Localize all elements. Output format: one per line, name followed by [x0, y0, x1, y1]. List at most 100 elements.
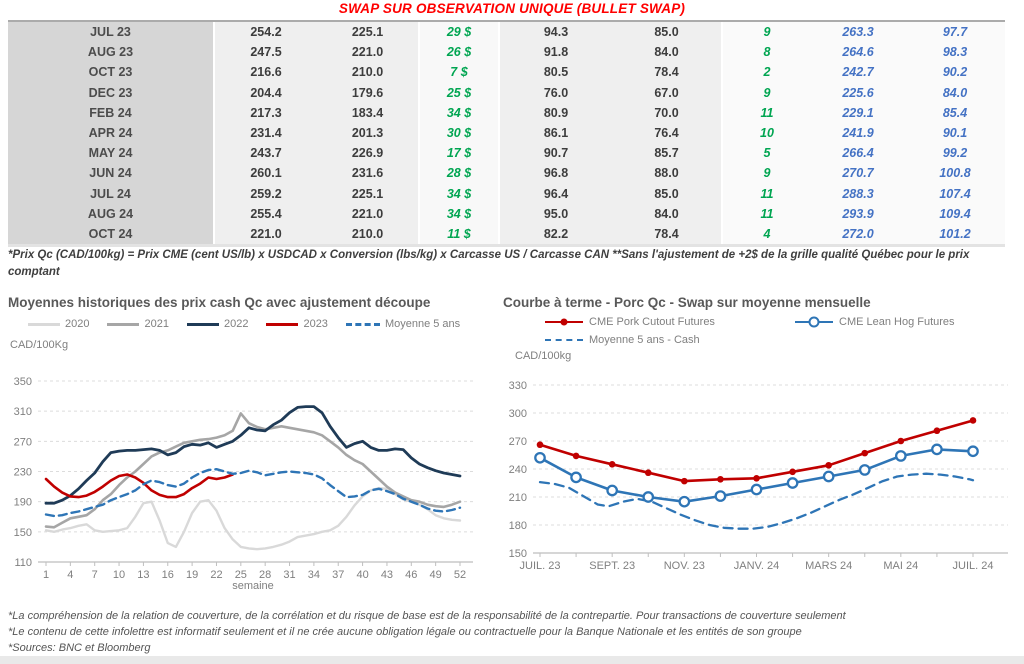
legend-item-2020: 2020 [28, 318, 89, 330]
svg-text:MARS 24: MARS 24 [805, 560, 852, 572]
value-cell: 96.4 [500, 183, 612, 204]
value-cell: 266.4 [811, 143, 905, 164]
value-cell: 210.0 [317, 62, 420, 83]
value-cell: 231.6 [317, 163, 420, 184]
svg-text:34: 34 [308, 569, 320, 581]
dashed-line-swatch-icon [345, 322, 380, 326]
value-cell: 201.3 [317, 122, 420, 144]
legend-label: Moyenne 5 ans [384, 318, 461, 330]
value-cell: 78.4 [612, 62, 723, 83]
value-cell: 17 $ [420, 143, 500, 164]
legend-label: 2023 [303, 318, 328, 330]
legend-row: CME Pork Cutout Futures CME Lean Hog Fut… [545, 316, 1023, 328]
value-cell: 80.5 [500, 62, 612, 83]
legend-item-2023: 2023 [266, 318, 328, 330]
legend-label: 2022 [223, 318, 249, 330]
value-cell: 10 [723, 122, 811, 144]
value-cell: 243.7 [215, 143, 317, 164]
value-cell: 96.8 [500, 163, 612, 184]
svg-text:NOV. 23: NOV. 23 [664, 560, 705, 572]
legend-item-moyenne-cash: Moyenne 5 ans - Cash [545, 334, 700, 346]
value-cell: 229.1 [811, 102, 905, 123]
value-cell: 270.7 [811, 163, 905, 184]
svg-text:SEPT. 23: SEPT. 23 [589, 560, 635, 572]
svg-text:330: 330 [509, 380, 527, 392]
legend-item-2021: 2021 [107, 318, 169, 330]
forward-curve-chart: Courbe à terme - Porc Qc - Swap sur moye… [503, 295, 1023, 595]
value-cell: 94.3 [500, 22, 612, 43]
svg-text:JANV. 24: JANV. 24 [734, 560, 779, 572]
svg-text:1: 1 [43, 569, 49, 581]
value-cell: 101.2 [905, 223, 1005, 245]
svg-text:16: 16 [162, 569, 174, 581]
forward-curve-plot: 150 180 210 240 270 300 330 JUIL. 23 SEPT. 23 NOV… [509, 380, 1008, 572]
value-cell: 82.2 [500, 223, 612, 245]
svg-text:43: 43 [381, 569, 393, 581]
svg-text:4: 4 [67, 569, 73, 581]
value-cell: 30 $ [420, 122, 500, 144]
month-cell: OCT 23 [8, 62, 215, 83]
svg-text:270: 270 [509, 436, 527, 448]
value-cell: 259.2 [215, 183, 317, 204]
chart-title: Courbe à terme - Porc Qc - Swap sur moye… [503, 295, 871, 310]
month-cell: DEC 23 [8, 82, 215, 103]
month-cell: AUG 24 [8, 203, 215, 224]
value-cell: 263.3 [811, 22, 905, 43]
value-cell: 85.4 [905, 102, 1005, 123]
svg-text:40: 40 [356, 569, 368, 581]
value-cell: 98.3 [905, 42, 1005, 63]
svg-text:52: 52 [454, 569, 466, 581]
value-cell: 26 $ [420, 42, 500, 63]
svg-text:semaine: semaine [232, 580, 274, 592]
value-cell: 84.0 [905, 82, 1005, 103]
line-swatch-icon [107, 322, 140, 326]
value-cell: 2 [723, 62, 811, 83]
line-swatch-icon [28, 322, 60, 326]
value-cell: 264.6 [811, 42, 905, 63]
value-cell: 99.2 [905, 143, 1005, 164]
value-cell: 97.7 [905, 22, 1005, 43]
value-cell: 293.9 [811, 203, 905, 224]
value-cell: 90.2 [905, 62, 1005, 83]
value-cell: 86.1 [500, 122, 612, 144]
legend-label: 2020 [65, 318, 90, 330]
svg-text:7: 7 [92, 569, 98, 581]
svg-text:13: 13 [137, 569, 149, 581]
svg-text:MAI 24: MAI 24 [883, 560, 918, 572]
svg-text:150: 150 [509, 548, 527, 560]
value-cell: 90.7 [500, 143, 612, 164]
dashed-line-swatch-icon [545, 335, 583, 346]
month-cell: JUL 24 [8, 183, 215, 204]
svg-text:49: 49 [430, 569, 442, 581]
legend-item-2022: 2022 [186, 318, 249, 330]
svg-text:JUIL. 24: JUIL. 24 [953, 560, 994, 572]
value-cell: 260.1 [215, 163, 317, 184]
month-cell: APR 24 [8, 122, 215, 144]
value-cell: 225.1 [317, 183, 420, 204]
svg-text:190: 190 [14, 497, 32, 509]
y-axis-unit-label: CAD/100Kg [10, 339, 69, 351]
value-cell: 34 $ [420, 203, 500, 224]
legend: 2020 2021 2022 2023 Moyenne 5 ans [28, 318, 495, 330]
value-cell: 183.4 [317, 102, 420, 123]
value-cell: 225.6 [811, 82, 905, 103]
value-cell: 109.4 [905, 203, 1005, 224]
value-cell: 67.0 [612, 82, 723, 103]
value-cell: 85.0 [612, 183, 723, 204]
svg-text:110: 110 [14, 557, 32, 569]
swap-table: JUL 23 254.2 225.1 29 $94.3 85.0 9 263.3 97.7 AU… [8, 20, 1005, 248]
line-swatch-icon [266, 322, 299, 326]
value-cell: 76.4 [612, 122, 723, 144]
price-history-plot: 110 150 190 230 270 310 350 1 4 7 10 13 16 19 22 25 28 31… [14, 376, 473, 592]
value-cell: 80.9 [500, 102, 612, 123]
value-cell: 90.1 [905, 122, 1005, 144]
value-cell: 107.4 [905, 183, 1005, 204]
svg-text:25: 25 [235, 569, 247, 581]
value-cell: 221.0 [317, 203, 420, 224]
value-cell: 4 [723, 223, 811, 245]
price-history-chart: Moyennes historiques des prix cash Qc av… [8, 295, 495, 595]
month-cell: AUG 23 [8, 42, 215, 63]
value-cell: 231.4 [215, 122, 317, 144]
legend-label: CME Pork Cutout Futures [589, 316, 715, 328]
value-cell: 76.0 [500, 82, 612, 103]
